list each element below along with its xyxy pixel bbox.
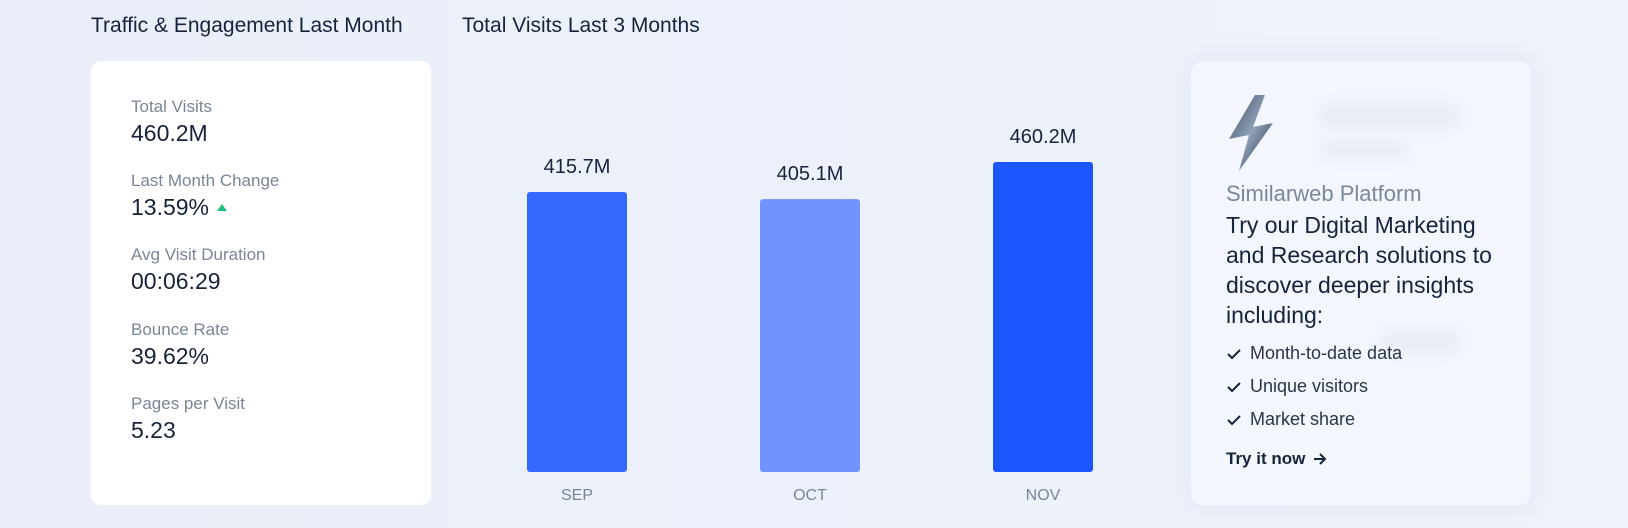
try-it-now-link[interactable]: Try it now (1226, 449, 1327, 469)
promo-kicker: Similarweb Platform (1226, 181, 1422, 206)
stat-label: Bounce Rate (131, 320, 230, 339)
check-icon (1227, 414, 1241, 425)
similarweb-promo-card: Similarweb Platform Try our Digital Mark… (1191, 61, 1531, 505)
stat-pages-per-visit: Pages per Visit 5.23 (131, 394, 245, 444)
feature-label: Unique visitors (1250, 376, 1369, 396)
stat-value-text: 5.23 (131, 417, 176, 443)
bar-nov (993, 162, 1093, 472)
section-title-traffic-engagement: Traffic & Engagement Last Month (91, 14, 403, 37)
stat-label: Pages per Visit (131, 394, 246, 413)
bar-sep (527, 191, 627, 472)
feature-item: Unique visitors (1226, 370, 1402, 403)
stat-value-text: 39.62% (131, 343, 210, 369)
stat-value-text: 460.2M (131, 120, 208, 146)
feature-item: Market share (1226, 403, 1402, 436)
blurred-placeholder (1381, 331, 1461, 353)
stat-value: 5.23 (131, 417, 245, 444)
stat-value: 13.59% (131, 194, 279, 221)
arrow-right-icon (1314, 453, 1327, 465)
feature-item: Month-to-date data (1226, 337, 1402, 370)
stat-last-month-change: Last Month Change 13.59% (131, 171, 279, 221)
stat-value-text: 13.59% (131, 194, 210, 220)
blurred-placeholder (1319, 141, 1409, 159)
check-icon (1227, 348, 1241, 359)
x-tick-label-sep: SEP (561, 487, 593, 504)
x-tick-label-oct: OCT (793, 487, 827, 504)
feature-label: Market share (1250, 409, 1356, 429)
data-label-nov: 460.2M (1010, 126, 1077, 148)
stat-label: Last Month Change (131, 171, 280, 190)
stat-value: 460.2M (131, 120, 212, 147)
data-label-oct: 405.1M (777, 163, 844, 185)
lightning-bolt-icon (1229, 95, 1273, 171)
trend-up-icon (217, 204, 228, 211)
stat-value: 00:06:29 (131, 268, 266, 295)
x-tick-label-nov: NOV (1026, 487, 1061, 504)
stat-total-visits: Total Visits 460.2M (131, 97, 212, 147)
engagement-stats-card: Total Visits 460.2M Last Month Change 13… (91, 61, 431, 505)
stat-avg-visit-duration: Avg Visit Duration 00:06:29 (131, 245, 266, 295)
blurred-placeholder (1319, 103, 1459, 129)
stat-value-text: 00:06:29 (131, 268, 221, 294)
check-icon (1227, 381, 1241, 392)
section-title-total-visits: Total Visits Last 3 Months (462, 14, 700, 37)
feature-label: Month-to-date data (1250, 343, 1403, 363)
bar-oct (760, 199, 860, 473)
stat-label: Avg Visit Duration (131, 245, 266, 264)
cta-label: Try it now (1226, 449, 1306, 468)
total-visits-bar-chart: 415.7M SEP 405.1M OCT 460.2M NOV (527, 126, 1093, 504)
stat-label: Total Visits (131, 97, 212, 116)
promo-headline: Try our Digital Marketing and Research s… (1226, 212, 1492, 328)
data-label-sep: 415.7M (544, 156, 611, 178)
stat-value: 39.62% (131, 343, 229, 370)
stat-bounce-rate: Bounce Rate 39.62% (131, 320, 229, 370)
feature-list: Month-to-date data Unique visitors Marke… (1226, 337, 1402, 436)
